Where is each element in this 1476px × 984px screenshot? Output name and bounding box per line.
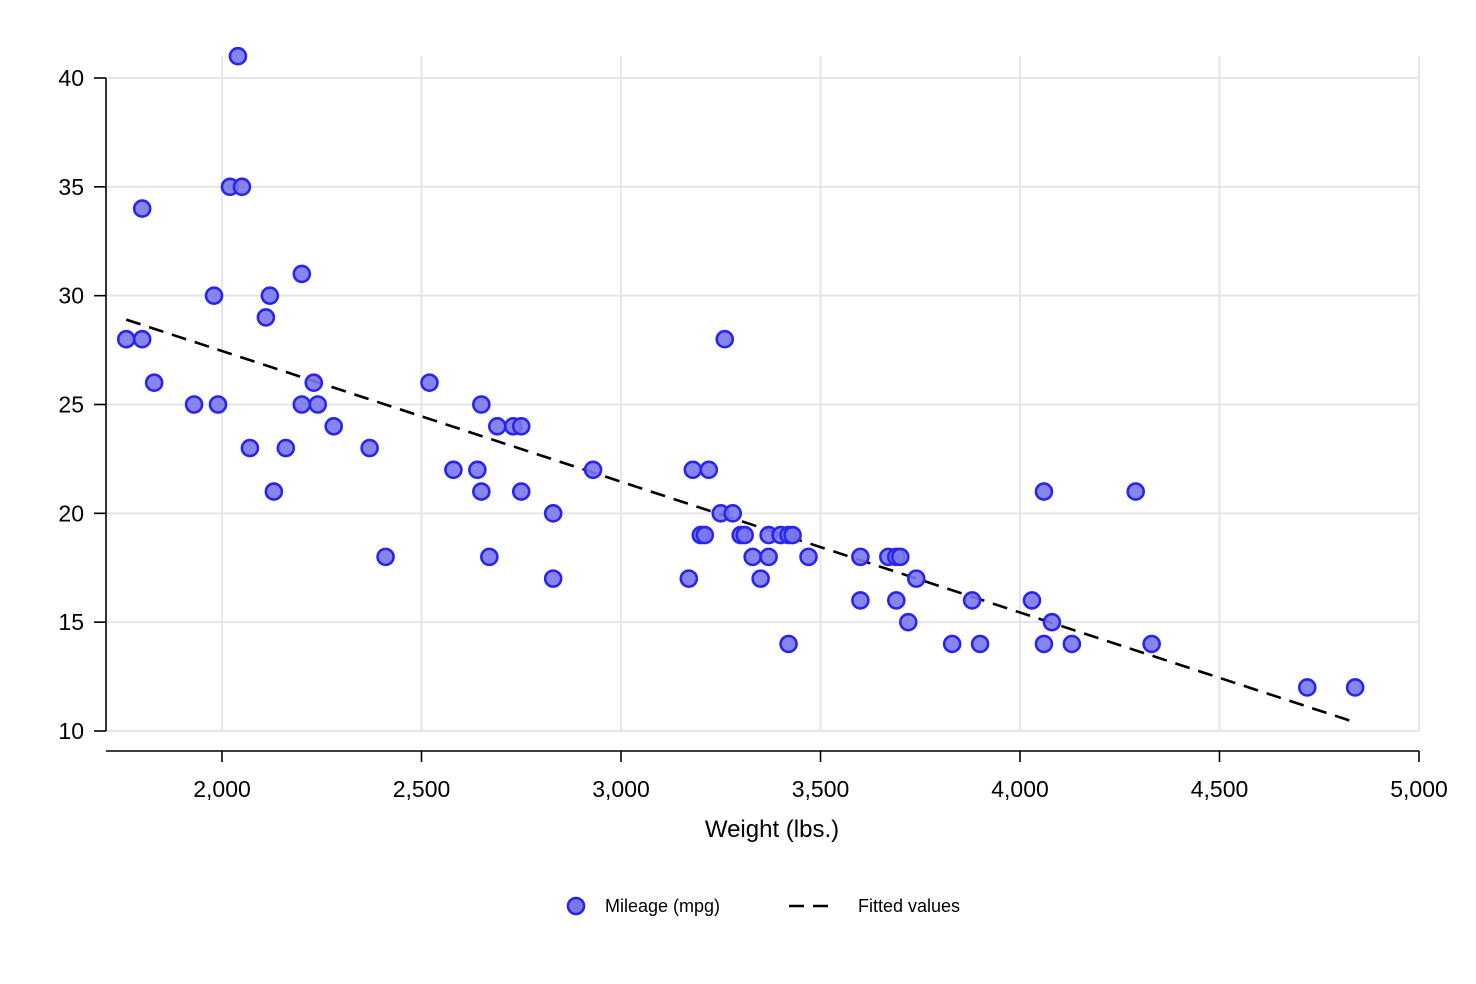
legend-label-fitted: Fitted values [858,896,960,916]
mileage-point [511,416,531,436]
mileage-point [204,286,224,305]
legend: Mileage (mpg) Fitted values [566,896,960,916]
mileage-point [1034,634,1054,654]
mileage-point [308,395,328,414]
mileage-point [715,329,735,349]
x-tick-label: 5,000 [1390,776,1448,802]
x-tick-label: 2,500 [393,776,451,802]
mileage-point [723,504,743,523]
mileage-point [1034,482,1054,501]
mileage-point [970,634,990,654]
mileage-point [783,525,802,545]
mileage-point [292,264,312,284]
x-tick-label: 3,500 [792,776,850,802]
x-tick-label: 3,000 [592,776,650,802]
mileage-point [184,395,204,414]
mileage-point [679,569,699,588]
mileage-point [759,547,778,567]
y-tick-label: 10 [58,718,84,744]
mileage-point [144,373,164,393]
mileage-point [695,525,715,545]
y-tick-label: 40 [58,65,84,91]
mileage-point [898,612,918,632]
mileage-point [735,525,754,545]
mileage-point [324,416,344,436]
mileage-point [468,460,487,480]
y-tick-label: 25 [58,392,84,418]
mileage-point [132,199,152,218]
mileage-point [779,634,798,654]
mileage-point [304,373,324,393]
mileage-point [583,460,603,480]
mileage-point [488,416,507,436]
mileage-point [890,547,910,567]
mileage-point [276,438,296,458]
legend-label-mileage: Mileage (mpg) [605,896,720,916]
mileage-point [1022,591,1042,610]
mileage-point [799,547,818,567]
x-tick-label: 2,000 [193,776,251,802]
mileage-point [543,504,563,523]
mileage-point [543,569,563,588]
mileage-point [232,177,252,197]
mileage-point [264,482,284,501]
mileage-point [1297,678,1317,697]
x-tick-label: 4,500 [1191,776,1249,802]
x-axis-title: Weight (lbs.) [705,816,839,843]
y-tick-label: 35 [58,174,84,200]
mileage-point [228,46,248,66]
mileage-point [1345,678,1365,697]
mileage-point [472,395,491,414]
mileage-point [116,329,136,349]
axes: 2,000 2,500 3,000 3,500 4,000 4,500 5,000 10 15 2… [58,65,1447,802]
y-tick-label: 15 [58,609,84,635]
mileage-point [292,395,312,414]
mileage-point [699,460,719,480]
mileage-point [962,591,982,610]
grid-lines [106,56,1420,732]
mileage-point [887,591,906,610]
mileage-point [420,373,439,393]
mileage-point [851,547,870,567]
mileage-point [851,591,870,610]
mileage-point [1062,634,1082,654]
mileage-point [260,286,280,305]
mileage-point [132,329,152,349]
legend-scatter-marker [566,896,586,916]
mileage-point [472,482,491,501]
x-tick-label: 4,000 [991,776,1049,802]
mileage-point [376,547,395,567]
mileage-point [906,569,926,588]
y-tick-label: 20 [58,500,84,526]
mileage-point [751,569,770,588]
mileage-point [1126,482,1146,501]
mileage-point [683,460,703,480]
mileage-point [1042,612,1062,632]
mileage-point [208,395,228,414]
mileage-point [942,634,962,654]
mileage-point [743,547,762,567]
mileage-point [480,547,499,567]
mileage-point [256,308,276,327]
mileage-point [444,460,463,480]
mileage-point [511,482,531,501]
y-tick-label: 30 [58,283,84,309]
mileage-point [1142,634,1161,654]
data-points [116,46,1365,697]
mileage-point [240,438,260,458]
mileage-point [360,438,379,458]
